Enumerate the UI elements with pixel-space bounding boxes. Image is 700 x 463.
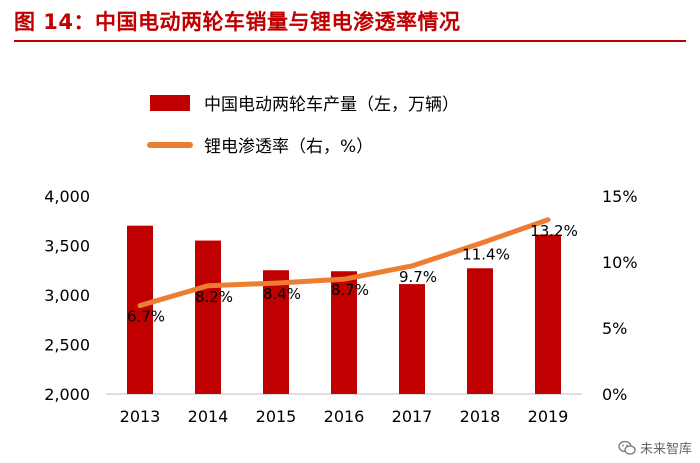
data-label-2016: 8.7%: [331, 281, 369, 299]
bar-2014: [195, 240, 221, 394]
data-label-2014: 8.2%: [195, 288, 233, 306]
bar-2013: [127, 225, 153, 394]
y-left-tick: 2,000: [44, 385, 90, 404]
bar-2018: [467, 268, 493, 394]
y-right-tick: 15%: [602, 187, 638, 206]
legend-label-line: 锂电渗透率（右，%）: [204, 137, 373, 157]
legend-label-bar: 中国电动两轮车产量（左，万辆）: [204, 95, 459, 115]
data-label-2019: 13.2%: [530, 222, 578, 240]
watermark-text: 未来智库: [639, 442, 692, 457]
bar-2015: [263, 270, 289, 394]
chart-legend: 中国电动两轮车产量（左，万辆） 锂电渗透率（右，%）: [147, 95, 459, 157]
bar-2017: [399, 284, 425, 394]
y-right-tick: 0%: [602, 385, 627, 404]
y-left-tick: 3,000: [44, 286, 90, 305]
y-left-tick: 4,000: [44, 187, 90, 206]
data-label-2013: 6.7%: [127, 308, 165, 326]
title-divider: [14, 40, 686, 42]
penetration-line: [137, 217, 551, 309]
x-tick: 2016: [324, 407, 365, 426]
watermark: 未来智库: [618, 438, 692, 457]
y-left-tick: 3,500: [44, 237, 90, 256]
x-tick: 2019: [528, 407, 569, 426]
x-tick: 2013: [120, 407, 161, 426]
x-tick: 2014: [188, 407, 229, 426]
data-label-2018: 11.4%: [462, 246, 510, 264]
legend-swatch-bar: [150, 95, 190, 111]
bar-2016: [331, 271, 357, 394]
y-right-tick: 10%: [602, 253, 638, 272]
y-right-tick: 5%: [602, 319, 627, 338]
x-tick: 2018: [460, 407, 501, 426]
bar-2019: [535, 234, 561, 394]
y-left-tick: 2,500: [44, 336, 90, 355]
data-label-2017: 9.7%: [399, 268, 437, 286]
x-tick: 2015: [256, 407, 297, 426]
x-tick: 2017: [392, 407, 433, 426]
wechat-icon: [618, 440, 636, 455]
figure-title: 图 14：中国电动两轮车销量与锂电渗透率情况: [14, 10, 461, 34]
data-label-2015: 8.4%: [263, 285, 301, 303]
